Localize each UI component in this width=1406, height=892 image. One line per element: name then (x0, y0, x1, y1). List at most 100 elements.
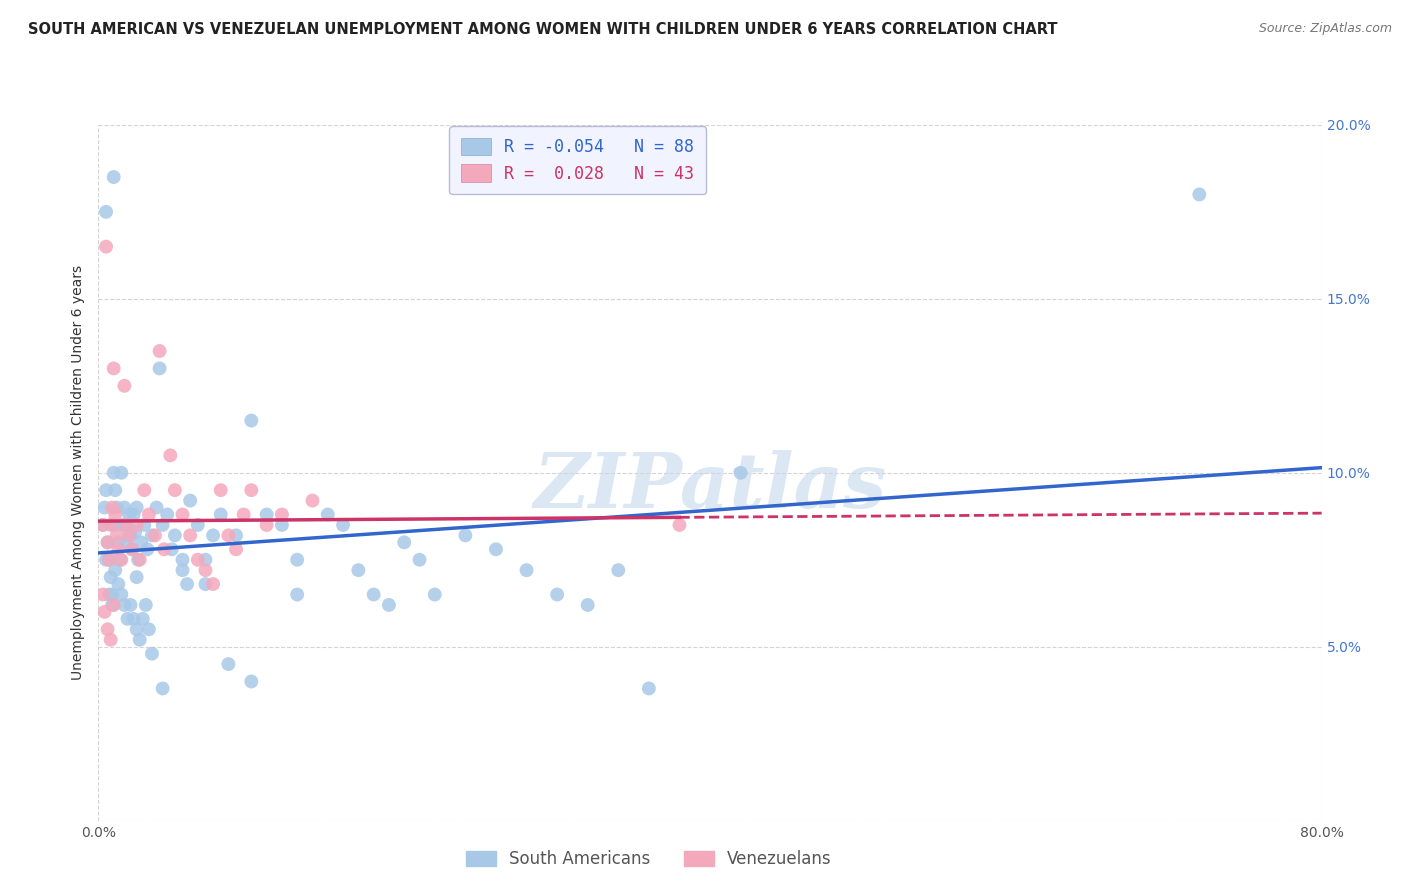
Point (112, 378, 135, 392)
Point (160, 542, 183, 557)
Point (194, 577, 217, 591)
Point (100, 517, 122, 532)
Point (209, 483, 232, 497)
Point (91, 587, 114, 601)
Point (129, 535, 152, 549)
Point (121, 542, 143, 557)
Point (125, 500, 148, 515)
Point (101, 598, 124, 612)
Point (100, 570, 122, 584)
Point (256, 508, 278, 522)
Point (91, 517, 114, 532)
Point (202, 528, 225, 542)
Point (100, 632, 122, 647)
Point (408, 552, 430, 567)
Point (1188, 187, 1211, 202)
Point (128, 632, 150, 647)
Point (240, 674, 263, 689)
Point (127, 552, 149, 567)
Point (105, 500, 128, 515)
Point (110, 466, 132, 480)
Point (136, 542, 159, 557)
Point (97, 535, 120, 549)
Point (97, 623, 120, 637)
Point (132, 612, 155, 626)
Point (141, 528, 163, 542)
Point (125, 517, 148, 532)
Point (125, 623, 148, 637)
Point (546, 587, 568, 601)
Point (98, 552, 121, 567)
Point (172, 563, 194, 577)
Point (101, 500, 124, 515)
Point (103, 598, 125, 612)
Point (118, 508, 141, 522)
Point (152, 517, 174, 532)
Point (110, 552, 132, 567)
Point (179, 493, 201, 508)
Point (117, 612, 139, 626)
Point (194, 552, 217, 567)
Point (94, 483, 117, 497)
Point (112, 500, 135, 515)
Text: ZIPatlas: ZIPatlas (533, 450, 887, 524)
Point (138, 623, 160, 637)
Point (103, 517, 125, 532)
Point (516, 563, 538, 577)
Point (179, 528, 201, 542)
Point (159, 448, 181, 462)
Point (285, 587, 308, 601)
Point (110, 587, 132, 601)
Point (101, 587, 124, 601)
Point (187, 552, 209, 567)
Point (93, 500, 115, 515)
Point (668, 517, 690, 532)
Point (149, 361, 172, 376)
Point (107, 535, 129, 549)
Point (270, 508, 292, 522)
Point (104, 563, 127, 577)
Point (122, 612, 145, 626)
Point (104, 508, 127, 522)
Point (105, 528, 128, 542)
Point (730, 466, 752, 480)
Point (98, 587, 121, 601)
Point (363, 587, 385, 601)
Point (607, 563, 630, 577)
Point (256, 517, 278, 532)
Point (285, 552, 308, 567)
Point (454, 528, 477, 542)
Point (103, 169, 125, 185)
Point (194, 563, 217, 577)
Point (107, 542, 129, 557)
Point (172, 552, 194, 567)
Point (316, 508, 339, 522)
Point (153, 542, 176, 557)
Point (163, 528, 186, 542)
Point (225, 528, 247, 542)
Point (134, 483, 156, 497)
Point (152, 681, 174, 696)
Point (392, 535, 416, 549)
Point (93, 605, 115, 619)
Point (122, 508, 145, 522)
Point (240, 414, 263, 428)
Point (117, 535, 139, 549)
Point (176, 577, 198, 591)
Point (378, 598, 401, 612)
Y-axis label: Unemployment Among Women with Children Under 6 years: Unemployment Among Women with Children U… (72, 265, 86, 681)
Point (172, 508, 194, 522)
Point (98, 552, 121, 567)
Point (141, 647, 163, 661)
Point (121, 542, 143, 557)
Point (120, 598, 142, 612)
Point (301, 493, 323, 508)
Point (103, 466, 125, 480)
Point (347, 563, 370, 577)
Text: SOUTH AMERICAN VS VENEZUELAN UNEMPLOYMENT AMONG WOMEN WITH CHILDREN UNDER 6 YEAR: SOUTH AMERICAN VS VENEZUELAN UNEMPLOYMEN… (28, 22, 1057, 37)
Point (217, 657, 239, 671)
Point (202, 577, 225, 591)
Point (111, 517, 134, 532)
Point (135, 598, 157, 612)
Point (112, 598, 135, 612)
